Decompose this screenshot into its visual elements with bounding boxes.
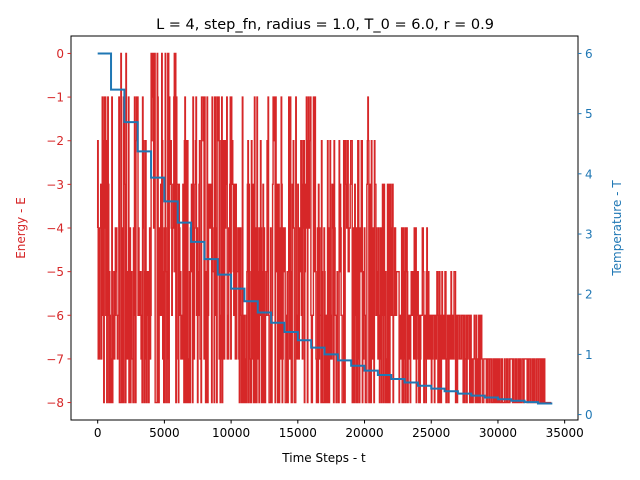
x-tick-label: 35000 (546, 426, 584, 440)
energy-series (96, 52, 552, 404)
right-tick-label: 3 (585, 228, 593, 242)
right-y-axis: 0 1 2 3 4 5 6 (578, 47, 593, 422)
right-tick-label: 5 (585, 107, 593, 121)
left-tick-label: −5 (46, 265, 64, 279)
left-tick-label: −6 (46, 309, 64, 323)
temperature-series (97, 52, 553, 405)
left-y-axis: 0 −1 −2 −3 −4 −5 −6 −7 −8 (46, 47, 71, 410)
left-tick-label: −8 (46, 396, 64, 410)
chart-title: L = 4, step_fn, radius = 1.0, T_0 = 6.0,… (156, 17, 494, 33)
right-tick-label: 6 (585, 47, 593, 61)
right-tick-label: 1 (585, 348, 593, 362)
right-tick-label: 0 (585, 408, 593, 422)
x-tick-label: 15000 (279, 426, 317, 440)
left-tick-label: −3 (46, 178, 64, 192)
left-tick-label: −1 (46, 91, 64, 105)
x-axis: 0 5000 10000 15000 20000 25000 30000 35000 (94, 420, 584, 440)
left-axis-label: Energy - E (14, 197, 28, 259)
temperature-line (97, 52, 553, 405)
x-axis-label: Time Steps - t (281, 451, 366, 465)
left-tick-label: −7 (46, 352, 64, 366)
left-tick-label: 0 (56, 47, 64, 61)
x-tick-label: 25000 (412, 426, 450, 440)
x-tick-label: 0 (94, 426, 102, 440)
x-tick-label: 5000 (149, 426, 180, 440)
right-tick-label: 2 (585, 288, 593, 302)
right-axis-label: Temperature - T (610, 180, 624, 277)
x-tick-label: 30000 (479, 426, 517, 440)
x-tick-label: 20000 (345, 426, 383, 440)
left-tick-label: −4 (46, 222, 64, 236)
energy-line (96, 52, 552, 404)
left-tick-label: −2 (46, 134, 64, 148)
right-tick-label: 4 (585, 167, 593, 181)
x-tick-label: 10000 (212, 426, 250, 440)
